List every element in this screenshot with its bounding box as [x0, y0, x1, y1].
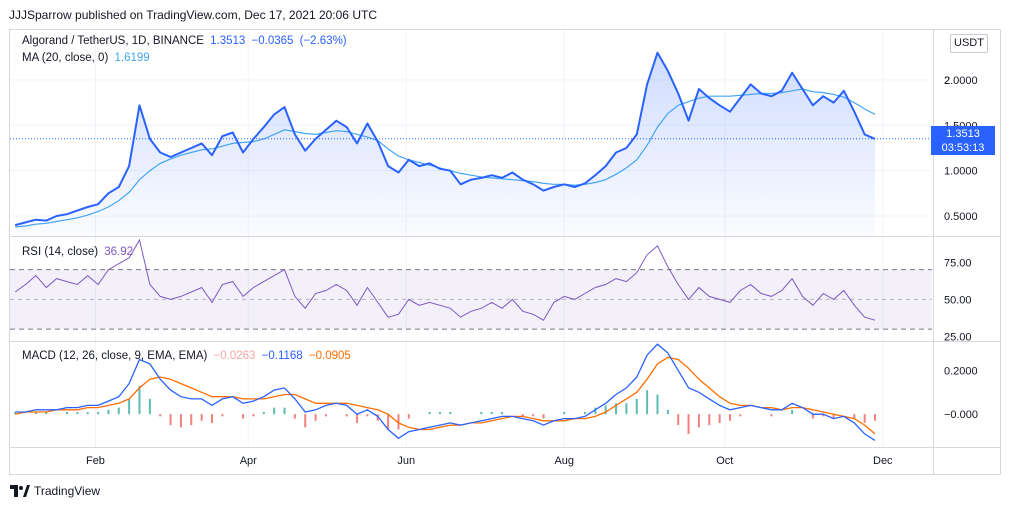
rsi-tick-label: 25.00: [944, 332, 972, 344]
publisher-line: JJJSparrow published on TradingView.com,…: [9, 8, 377, 22]
ma-legend: MA (20, close, 0) 1.6199: [22, 52, 153, 64]
time-tick-apr: Apr: [240, 455, 257, 467]
rsi-tick-label: 75.00: [944, 257, 972, 269]
ma-value: 1.6199: [114, 52, 150, 64]
macd-hist-value: −0.0263: [213, 350, 256, 362]
tradingview-logo-icon: [10, 485, 30, 497]
price-tick-label: 2.0000: [944, 75, 978, 87]
macd-value: −0.1168: [261, 350, 303, 362]
macd-tick-label: 0.2000: [944, 365, 978, 377]
price-line[interactable]: [14, 51, 876, 227]
last-change: −0.0365: [251, 35, 294, 47]
time-tick-jun: Jun: [397, 455, 415, 467]
chart-frame: [9, 29, 1001, 475]
rsi-tick-label: 50.00: [944, 294, 972, 306]
tradingview-brand[interactable]: TradingView: [10, 484, 100, 498]
rsi-legend: RSI (14, close) 36.92: [22, 246, 136, 258]
time-tick-dec: Dec: [873, 455, 893, 467]
rsi-line[interactable]: [14, 238, 876, 321]
time-tick-oct: Oct: [716, 455, 733, 467]
price-tick-label: 0.5000: [944, 211, 978, 223]
last-price-tag: 1.3513 03:53:13: [931, 126, 995, 155]
bar-countdown: 03:53:13: [941, 142, 985, 154]
time-tick-feb: Feb: [86, 455, 105, 467]
last-price-label: 1.3513: [946, 128, 980, 140]
macd-legend: MACD (12, 26, close, 9, EMA, EMA) −0.026…: [22, 350, 354, 362]
macd-label[interactable]: MACD (12, 26, close, 9, EMA, EMA): [22, 350, 208, 362]
price-tick-label: 1.0000: [944, 166, 978, 178]
ma-label[interactable]: MA (20, close, 0): [22, 52, 109, 64]
last-change-pct: (−2.63%): [299, 35, 347, 47]
macd-tick-label: −0.000: [944, 409, 978, 421]
price-area-fill: [15, 52, 875, 237]
price-legend: Algorand / TetherUS, 1D, BINANCE 1.3513 …: [22, 35, 350, 47]
signal-value: −0.0905: [308, 350, 351, 362]
brand-name: TradingView: [34, 484, 101, 498]
rsi-label[interactable]: RSI (14, close): [22, 246, 99, 258]
macd-line[interactable]: [15, 343, 876, 441]
signal-line[interactable]: [15, 356, 876, 435]
rsi-value: 36.92: [104, 246, 134, 258]
time-tick-aug: Aug: [554, 455, 574, 467]
symbol-title[interactable]: Algorand / TetherUS, 1D, BINANCE: [22, 35, 204, 47]
price-tick-label: 2: [944, 75, 950, 87]
last-close: 1.3513: [210, 35, 246, 47]
currency-unit-button[interactable]: USDT: [950, 34, 988, 53]
